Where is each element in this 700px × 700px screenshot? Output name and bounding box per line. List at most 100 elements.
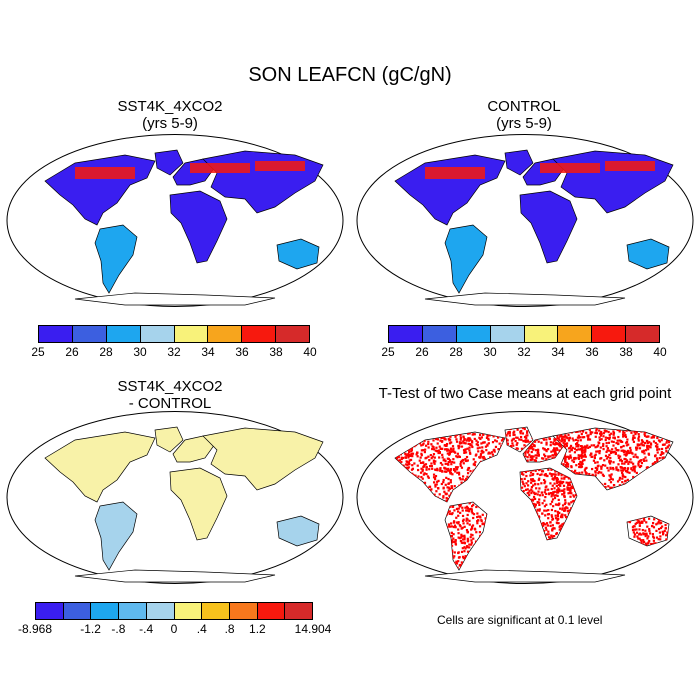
colorbar-swatch [626,326,659,342]
significant-cell [669,428,672,431]
colorbar-swatch [63,603,92,619]
significant-cell [534,459,538,462]
significant-cell [553,450,556,453]
significant-cell [464,448,467,451]
significant-cell [470,533,473,536]
significant-cell [428,459,431,462]
significant-cell [590,455,593,458]
significant-cell [482,433,485,436]
significant-cell [650,524,654,528]
significant-cell [548,472,552,475]
continent-south-america [94,501,138,571]
significant-cell [569,495,572,498]
significant-cell [580,448,583,452]
significant-cell [432,481,436,484]
significant-cell [556,448,559,451]
significant-cell [570,470,573,473]
significant-cell [459,436,462,439]
panel-title-line1: SST4K_4XCO2 [117,378,223,395]
significant-cell [622,433,625,436]
significant-cell [649,446,652,449]
significant-cell [463,438,466,442]
significant-cell [501,437,505,441]
significant-cell [642,539,645,542]
significant-cell [454,540,457,543]
significant-cell [563,440,566,443]
significant-cell [435,490,438,493]
significant-cell [658,448,661,451]
significant-cell [657,521,660,524]
significant-cell [578,454,581,458]
significant-cell [607,441,610,444]
significant-cell [645,543,648,546]
significant-cell [604,436,607,439]
significant-cell [396,434,399,437]
significant-cell [636,456,639,459]
significant-cell [457,551,460,554]
significant-cell [445,470,448,473]
significant-cell [403,433,407,436]
significant-cell [640,533,643,536]
significant-cell [505,434,508,437]
significant-cell [638,443,641,446]
significant-cell [515,443,518,446]
significant-cell [451,445,455,448]
significant-cell [484,445,488,448]
significant-cell [407,453,410,456]
significant-cell [654,441,657,445]
significant-cell [667,434,671,438]
significant-cell [655,457,659,460]
significant-cell [566,437,569,440]
significant-cell [466,509,469,512]
significant-cell [568,437,571,440]
significant-cell [438,445,441,448]
significant-cell [572,499,576,503]
significant-cell [660,439,663,442]
significant-cell [428,485,431,488]
significant-cell [449,471,453,475]
significant-cell [526,431,529,434]
significant-cell [472,513,476,516]
significant-cell [430,462,433,465]
significant-cell [628,521,632,524]
significant-cell [631,438,635,441]
significant-cell [466,540,469,543]
colorbar-swatch [524,326,559,342]
significant-cell [657,538,660,541]
significant-cell [453,540,456,544]
significant-cell [611,448,614,451]
significant-cell [451,473,454,476]
significant-cell [557,483,561,486]
significant-cell [605,430,608,433]
significant-cell [422,461,425,464]
significant-cell [563,488,566,491]
significant-cell [472,503,475,507]
significant-cell [470,505,474,508]
significant-cell [464,506,467,509]
significant-cell [634,522,637,526]
significant-cell [474,528,477,531]
significant-cell [442,478,445,482]
significant-cell [623,468,626,471]
significant-cell [553,447,556,450]
continent-antarctica [74,569,276,583]
significant-cell [549,482,552,485]
significant-cell [422,442,425,445]
significant-cell [531,490,534,493]
significant-cell [596,450,599,453]
significant-cell [569,444,573,448]
significant-cell [544,474,547,477]
significant-cell [437,449,440,452]
significant-cell [621,462,624,465]
significant-cell [656,436,659,440]
significant-cell [506,439,509,442]
significant-cell [590,444,593,447]
significant-cell [483,457,486,460]
significant-cell [560,474,563,477]
significant-cell [462,449,466,452]
significant-cell [556,489,559,492]
significant-cell [447,482,450,485]
significant-cell [541,457,544,460]
significant-cell [557,473,560,476]
significant-cell [637,435,641,438]
